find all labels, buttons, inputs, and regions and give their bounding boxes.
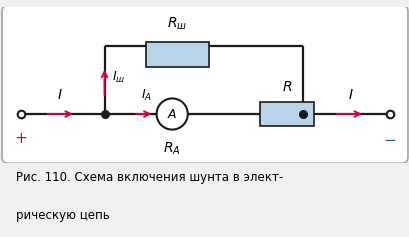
Text: $I_{ш}$: $I_{ш}$ bbox=[111, 70, 125, 85]
FancyBboxPatch shape bbox=[260, 102, 313, 126]
Text: $+$: $+$ bbox=[14, 131, 27, 146]
FancyBboxPatch shape bbox=[145, 42, 209, 67]
Text: Рис. 110. Схема включения шунта в элект-: Рис. 110. Схема включения шунта в элект- bbox=[16, 171, 283, 184]
Text: $R$: $R$ bbox=[281, 80, 292, 94]
Text: $R_{ш}$: $R_{ш}$ bbox=[167, 16, 187, 32]
Text: $I$: $I$ bbox=[56, 88, 62, 102]
Circle shape bbox=[156, 98, 187, 130]
Text: рическую цепь: рическую цепь bbox=[16, 209, 110, 222]
Text: $A$: $A$ bbox=[166, 108, 177, 121]
Text: $R_{А}$: $R_{А}$ bbox=[163, 141, 181, 157]
Text: $I$: $I$ bbox=[347, 88, 353, 102]
Text: $I_{А}$: $I_{А}$ bbox=[141, 87, 152, 103]
FancyBboxPatch shape bbox=[2, 5, 407, 163]
Text: $-$: $-$ bbox=[382, 131, 395, 146]
